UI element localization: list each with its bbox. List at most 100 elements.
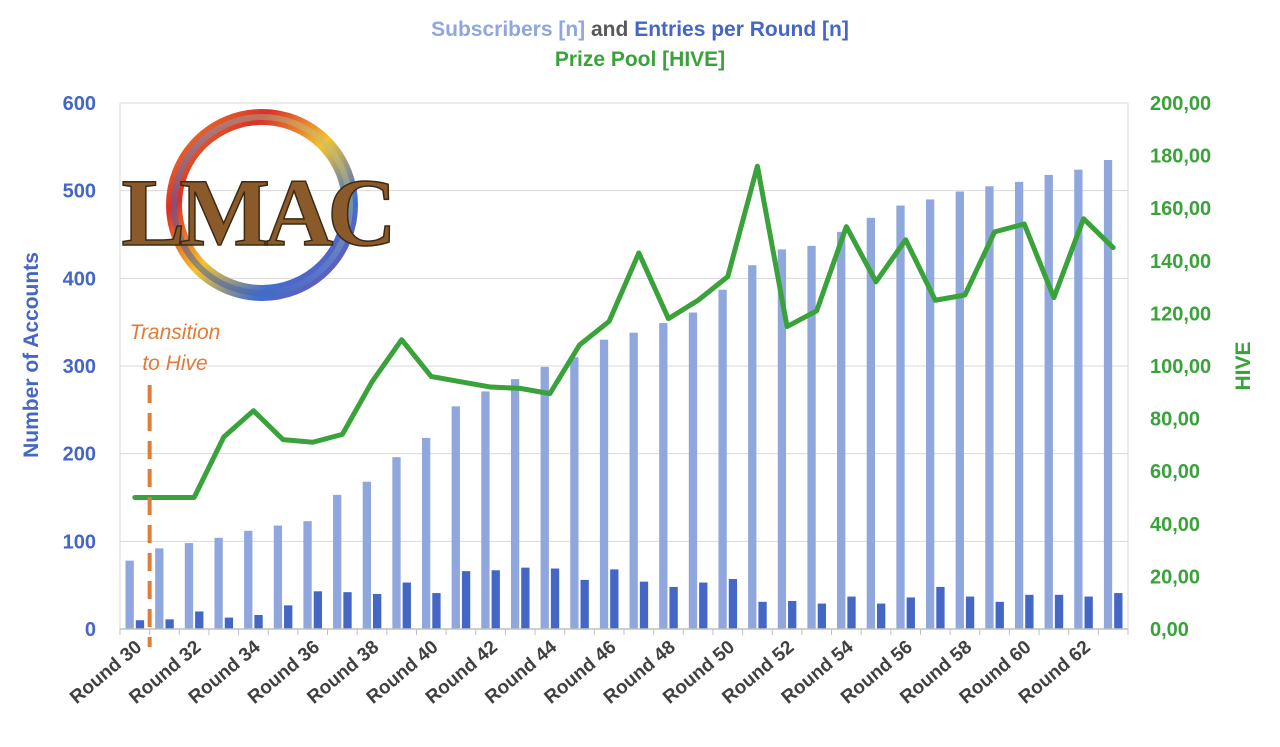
title-entries: Entries per Round [n] bbox=[634, 18, 849, 41]
subscribers-bar bbox=[807, 245, 816, 629]
subscribers-bar bbox=[659, 323, 668, 629]
subscribers-bar bbox=[955, 191, 964, 629]
subscribers-bar bbox=[510, 379, 520, 629]
entries-bar bbox=[936, 586, 945, 629]
entries-bar bbox=[906, 597, 915, 629]
entries-bar bbox=[254, 614, 263, 629]
entries-bar bbox=[550, 568, 560, 629]
entries-bar bbox=[965, 596, 975, 629]
subscribers-bar bbox=[155, 548, 164, 629]
title-subscribers: Subscribers [n] bbox=[431, 18, 585, 41]
entries-bar bbox=[1114, 593, 1123, 629]
transition-annotation: Transition to Hive bbox=[130, 321, 221, 647]
subscribers-bar bbox=[125, 560, 134, 629]
y2-tick-label: 20,00 bbox=[1150, 566, 1200, 588]
subscribers-bar bbox=[273, 525, 283, 629]
entries-bar bbox=[610, 569, 619, 629]
chart-title-line2: Prize Pool [HIVE] bbox=[555, 48, 725, 71]
entries-bar bbox=[639, 581, 649, 629]
y2-tick-label: 120,00 bbox=[1150, 303, 1211, 325]
entries-bar bbox=[1054, 594, 1064, 629]
subscribers-bar bbox=[362, 481, 371, 629]
subscribers-bar bbox=[570, 357, 579, 629]
title-and: and bbox=[585, 18, 634, 41]
y-tick-label: 400 bbox=[63, 268, 96, 290]
y-tick-label: 600 bbox=[63, 93, 96, 115]
y2-tick-label: 40,00 bbox=[1150, 514, 1200, 536]
y2-tick-label: 200,00 bbox=[1150, 93, 1211, 115]
subscribers-bar bbox=[184, 543, 194, 629]
entries-bar bbox=[195, 611, 204, 629]
subscribers-bar bbox=[1103, 159, 1113, 629]
y2-tick-label: 80,00 bbox=[1150, 409, 1200, 431]
y-tick-label: 500 bbox=[63, 181, 96, 203]
subscribers-bar bbox=[748, 265, 757, 629]
subscribers-bar bbox=[896, 205, 905, 629]
y2-tick-label: 140,00 bbox=[1150, 251, 1211, 273]
subscribers-bar bbox=[481, 391, 490, 629]
entries-bar bbox=[521, 567, 530, 629]
subscribers-bar bbox=[866, 217, 875, 630]
bar-series bbox=[125, 159, 1123, 630]
y-axis-title: Number of Accounts bbox=[20, 252, 43, 458]
entries-bar bbox=[284, 605, 293, 629]
subscribers-bar bbox=[244, 530, 253, 629]
entries-bar bbox=[224, 617, 234, 629]
subscribers-bar bbox=[451, 406, 460, 629]
entries-bar bbox=[580, 579, 589, 629]
lmac-logo: LMAC bbox=[121, 109, 397, 301]
chart-title-line1: Subscribers [n] and Entries per Round [n… bbox=[431, 18, 849, 41]
logo-text: LMAC bbox=[121, 159, 390, 266]
subscribers-bar bbox=[392, 457, 401, 629]
subscribers-bar bbox=[421, 437, 431, 629]
subscribers-bar bbox=[777, 249, 787, 630]
entries-bar bbox=[758, 601, 767, 629]
entries-bar bbox=[847, 596, 856, 629]
y-tick-label: 200 bbox=[63, 444, 96, 466]
subscribers-bar bbox=[540, 366, 549, 629]
prize-pool-series-line bbox=[132, 163, 1116, 500]
entries-bar bbox=[699, 582, 708, 629]
subscribers-bar bbox=[214, 537, 223, 629]
subscribers-bar bbox=[688, 312, 698, 629]
entries-bar bbox=[373, 593, 382, 629]
prize-pool-line bbox=[132, 163, 1116, 500]
entries-bar bbox=[491, 570, 500, 629]
entries-bar bbox=[432, 593, 441, 629]
transition-label-line1: Transition bbox=[130, 321, 221, 344]
y2-axis-ticks: 0,00 20,00 40,00 60,00 80,00 100,00 120,00 140,… bbox=[1150, 93, 1211, 641]
entries-bar bbox=[343, 592, 352, 629]
subscribers-bar bbox=[837, 231, 846, 629]
subscribers-bar bbox=[925, 199, 935, 629]
subscribers-bar bbox=[1074, 169, 1083, 630]
entries-bar bbox=[728, 579, 738, 629]
entries-bar bbox=[402, 582, 411, 629]
entries-bar bbox=[165, 619, 174, 629]
entries-bar bbox=[135, 620, 145, 629]
y-axis-ticks: 0 100 200 300 400 500 600 bbox=[63, 93, 96, 641]
gridlines bbox=[120, 102, 1128, 630]
entries-bar bbox=[877, 603, 886, 629]
subscribers-bar bbox=[629, 332, 638, 629]
entries-bar bbox=[817, 603, 827, 629]
subscribers-bar bbox=[718, 289, 727, 629]
entries-bar bbox=[461, 571, 471, 629]
y2-axis-title: HIVE bbox=[1232, 341, 1255, 390]
y-tick-label: 100 bbox=[63, 531, 96, 553]
subscribers-bar bbox=[599, 339, 609, 629]
y-tick-label: 300 bbox=[63, 356, 96, 378]
subscribers-bar bbox=[985, 186, 994, 630]
entries-bar bbox=[1084, 596, 1093, 629]
subscribers-bar bbox=[1014, 181, 1024, 629]
entries-bar bbox=[1025, 594, 1034, 629]
subscribers-bar bbox=[333, 494, 342, 629]
entries-bar bbox=[995, 601, 1004, 629]
y2-tick-label: 160,00 bbox=[1150, 198, 1211, 220]
entries-bar bbox=[313, 591, 323, 629]
subscribers-bar bbox=[303, 521, 312, 629]
y2-tick-label: 100,00 bbox=[1150, 356, 1211, 378]
entries-bar bbox=[669, 586, 678, 629]
y-tick-label: 0 bbox=[85, 619, 96, 641]
y2-tick-label: 60,00 bbox=[1150, 461, 1200, 483]
